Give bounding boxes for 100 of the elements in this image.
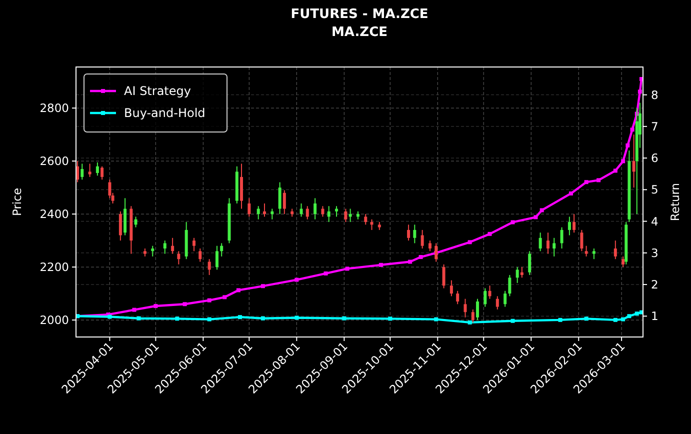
candlestick: [370, 218, 374, 230]
candlestick: [100, 166, 104, 180]
chart-title: FUTURES - MA.ZCE: [290, 7, 428, 22]
point: [238, 315, 242, 320]
candlestick: [256, 206, 260, 220]
point: [568, 191, 573, 196]
candlestick: [614, 240, 617, 260]
y2-tick-label: 2: [651, 278, 658, 292]
point: [540, 208, 544, 212]
point: [236, 288, 240, 292]
point: [621, 317, 626, 322]
y-tick-label: 2800: [40, 101, 69, 116]
candlestick: [572, 214, 576, 234]
point: [260, 284, 265, 288]
point: [488, 232, 492, 236]
candlestick: [348, 208, 352, 223]
point: [175, 316, 180, 321]
candlestick: [118, 210, 122, 242]
candlestick: [580, 229, 584, 252]
y2-tick-label: 1: [651, 309, 658, 324]
candlestick: [420, 229, 424, 249]
candlestick: [520, 266, 524, 278]
point: [294, 316, 299, 320]
point: [468, 320, 472, 324]
point: [638, 90, 642, 94]
point: [408, 260, 412, 264]
point: [260, 316, 265, 320]
candlestick: [96, 162, 99, 176]
candlestick: [552, 237, 556, 257]
point: [626, 143, 630, 148]
point: [207, 298, 212, 302]
point: [388, 316, 392, 321]
candlestick: [476, 298, 479, 321]
candlestick: [456, 290, 460, 305]
candlestick: [220, 242, 224, 257]
candlestick: [528, 250, 532, 276]
point: [418, 255, 423, 260]
candlestick: [560, 226, 564, 249]
legend-label: Buy-and-Hold: [124, 106, 206, 120]
candlestick: [496, 296, 499, 310]
candlestick: [314, 198, 317, 220]
candlestick: [442, 264, 446, 289]
candlestick: [464, 298, 467, 318]
candlestick: [364, 214, 368, 226]
candlestick: [488, 285, 492, 300]
point: [630, 128, 634, 132]
point: [468, 240, 472, 244]
candlestick: [321, 206, 324, 218]
candlestick: [151, 245, 154, 257]
candlestick: [584, 245, 588, 257]
y2-tick-label: 8: [651, 88, 658, 102]
candlestick: [413, 224, 416, 244]
candlestick: [407, 224, 410, 242]
candlestick: [592, 248, 596, 260]
y2-tick-label: 6: [651, 151, 658, 166]
point: [154, 304, 158, 308]
candlestick: [568, 216, 571, 236]
point: [324, 271, 328, 276]
y-tick-label: 2400: [40, 207, 69, 222]
y-axis-title: Price: [10, 188, 24, 216]
candlestick: [504, 290, 507, 308]
y2-axis-title: Return: [668, 182, 682, 222]
candlestick: [124, 198, 127, 236]
y2-tick-label: 5: [651, 182, 658, 197]
candlestick: [80, 163, 84, 180]
candlestick: [248, 198, 251, 218]
candlestick: [508, 274, 512, 297]
point: [182, 302, 187, 306]
candlestick: [538, 232, 542, 252]
point: [621, 159, 626, 164]
candlestick: [622, 256, 625, 268]
candlestick: [428, 240, 432, 252]
candlestick: [215, 245, 218, 270]
candlestick: [306, 206, 309, 220]
candlestick: [344, 208, 348, 223]
candlestick: [192, 237, 196, 252]
point: [558, 318, 562, 322]
candlestick: [240, 163, 244, 210]
point: [378, 262, 383, 267]
point: [613, 318, 618, 322]
point: [345, 266, 350, 271]
point: [207, 317, 212, 322]
candlestick: [134, 216, 138, 228]
candlestick: [88, 163, 92, 178]
candlestick: [632, 134, 636, 188]
candlestick: [327, 206, 330, 223]
candlestick: [450, 280, 453, 297]
y-tick-label: 2200: [40, 260, 69, 274]
candlestick: [278, 182, 282, 215]
point: [510, 318, 515, 323]
point: [510, 220, 515, 224]
candlestick: [208, 258, 211, 276]
point: [627, 314, 632, 318]
y2-tick-label: 4: [651, 214, 658, 228]
candlestick: [282, 190, 286, 215]
point: [294, 278, 299, 282]
y2-tick-label: 7: [651, 119, 658, 134]
point: [613, 168, 618, 173]
candlestick: [270, 208, 274, 220]
y-tick-label: 2000: [40, 313, 69, 328]
